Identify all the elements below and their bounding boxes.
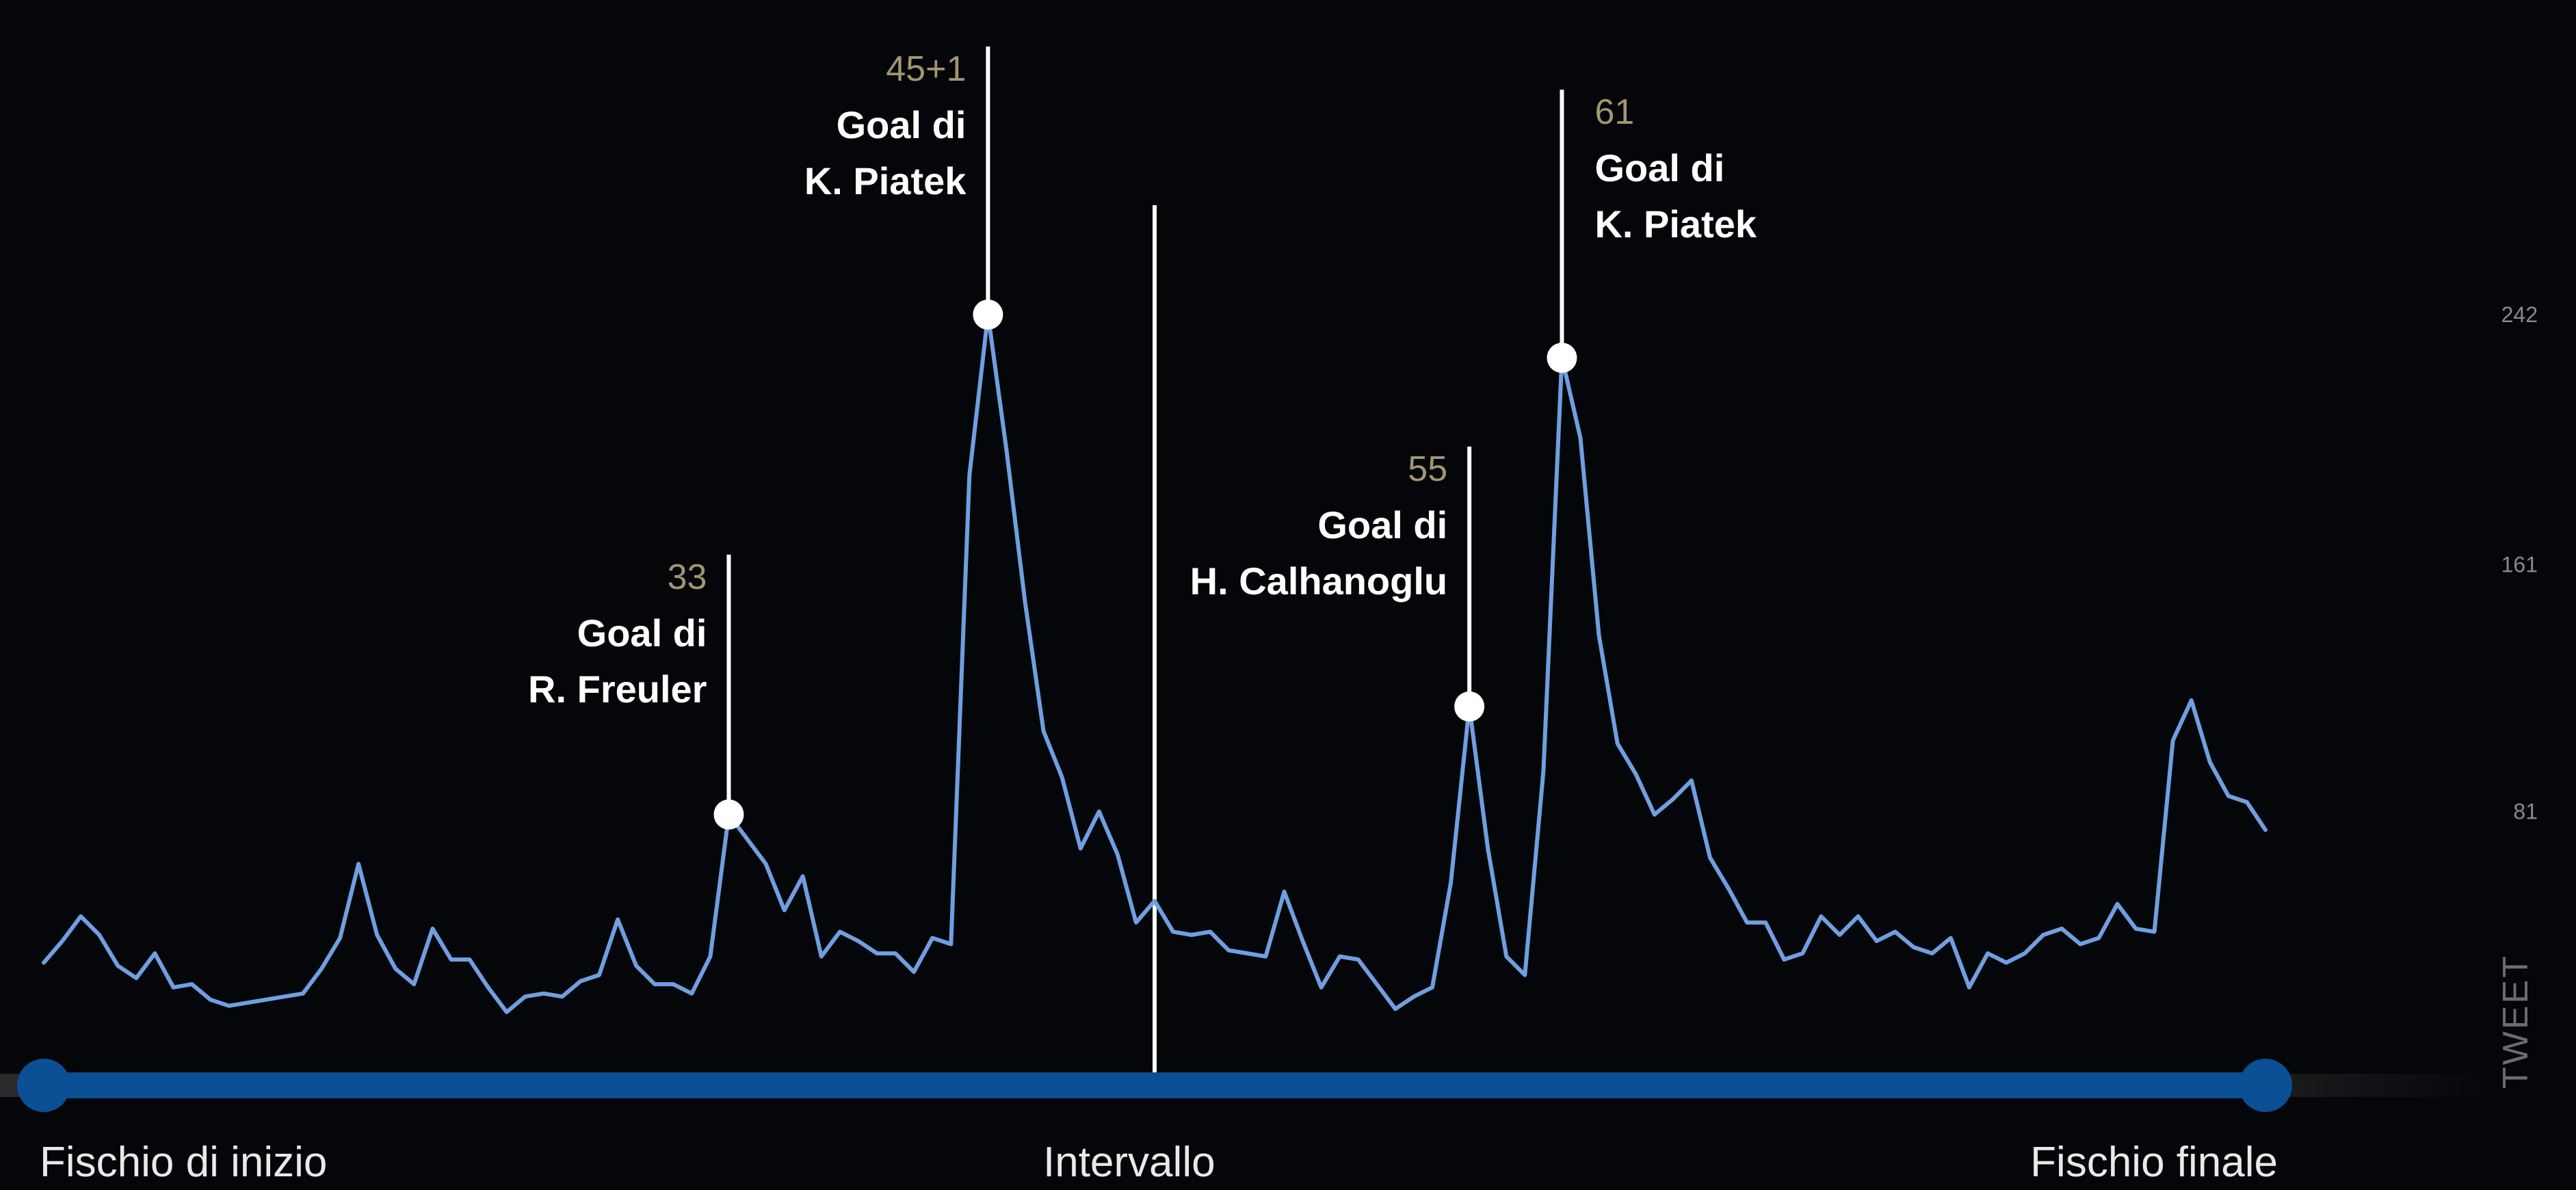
goal-annotation: 61 Goal di K. Piatek	[1547, 90, 1757, 373]
y-tick-label: 242	[2501, 302, 2538, 327]
goal-player-label: H. Calhanoglu	[1190, 559, 1447, 603]
goal-marker	[1454, 691, 1485, 722]
minute-gridlines	[42, 116, 2267, 1074]
goal-text-label: Goal di	[1317, 503, 1447, 546]
timeline-start-label: Fischio di inizio	[40, 1139, 327, 1186]
timeline-mid-label: Intervallo	[1043, 1139, 1215, 1186]
goal-text-label: Goal di	[577, 611, 707, 654]
goal-minute-label: 61	[1594, 92, 1634, 132]
goal-player-label: K. Piatek	[1594, 202, 1757, 246]
goal-minute-label: 55	[1408, 449, 1447, 489]
y-tick-label: 161	[2501, 552, 2538, 577]
goal-annotation: 45+1 Goal di K. Piatek	[804, 47, 1003, 330]
goal-annotation: 55 Goal di H. Calhanoglu	[1190, 447, 1485, 722]
goal-player-label: R. Freuler	[528, 667, 707, 711]
y-axis-ticks: 81 161 242	[2501, 302, 2538, 823]
goal-marker	[1547, 343, 1577, 373]
goal-player-label: K. Piatek	[804, 159, 967, 202]
tweet-series-line	[42, 313, 2268, 1014]
timeline-start-dot	[17, 1059, 70, 1112]
y-tick-label: 81	[2513, 799, 2538, 823]
timeline-end-dot	[2239, 1059, 2292, 1112]
timeline-end-label: Fischio finale	[2030, 1139, 2278, 1186]
goal-text-label: Goal di	[1594, 146, 1724, 189]
goal-annotation: 33 Goal di R. Freuler	[528, 554, 744, 830]
goal-text-label: Goal di	[837, 103, 967, 146]
goal-marker	[973, 300, 1003, 330]
timeline-bar	[44, 1072, 2265, 1098]
goal-marker	[713, 799, 744, 830]
goal-annotations: 33 Goal di R. Freuler 45+1 Goal di K. Piatek 5…	[528, 47, 1757, 830]
y-axis-label: TWEET	[2496, 954, 2536, 1089]
goal-minute-label: 45+1	[886, 49, 966, 89]
goal-minute-label: 33	[668, 557, 707, 597]
